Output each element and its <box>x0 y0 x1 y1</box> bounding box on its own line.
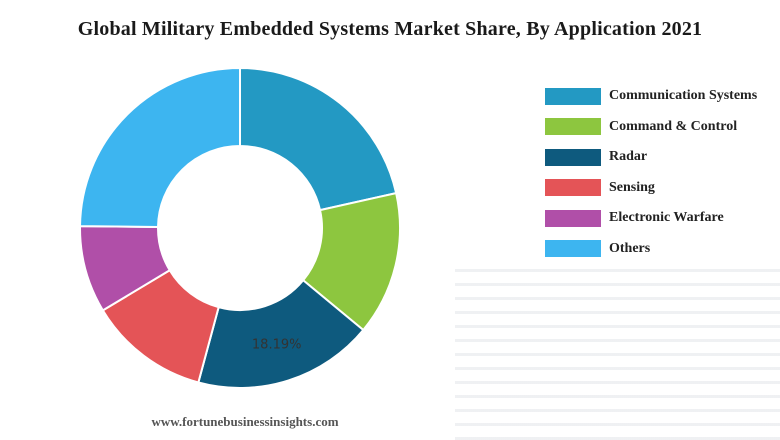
legend-label: Electronic Warfare <box>609 210 724 225</box>
legend-item-command-control: Command & Control <box>545 115 757 139</box>
source-watermark: www.fortunebusinessinsights.com <box>151 414 339 429</box>
chart-legend: Communication Systems Command & Control Ra… <box>545 84 757 267</box>
chart-title: Global Military Embedded Systems Market … <box>77 18 703 40</box>
data-label-radar: 18.19% <box>252 337 302 352</box>
legend-label: Sensing <box>609 179 655 195</box>
legend-label: Command & Control <box>609 118 738 134</box>
legend-label: Others <box>609 240 651 256</box>
legend-swatch <box>545 118 601 135</box>
legend-swatch <box>545 209 601 227</box>
donut-chart: 18.19% <box>78 66 401 389</box>
legend-item-sensing: Sensing <box>545 176 757 200</box>
legend-item-radar: Radar <box>545 145 757 169</box>
legend-item-communication-systems: Communication Systems <box>545 84 757 108</box>
slice-others <box>78 66 241 229</box>
legend-swatch <box>545 148 601 166</box>
background-pattern <box>455 262 780 440</box>
legend-label: Radar <box>609 149 648 164</box>
legend-item-others: Others <box>545 237 757 261</box>
legend-label: Communication Systems <box>609 88 758 103</box>
legend-swatch <box>545 87 601 105</box>
legend-item-electronic-warfare: Electronic Warfare <box>545 206 757 230</box>
legend-swatch <box>545 179 601 196</box>
legend-swatch <box>545 240 601 257</box>
slice-radar <box>197 278 365 389</box>
slice-communication-systems <box>239 66 398 212</box>
